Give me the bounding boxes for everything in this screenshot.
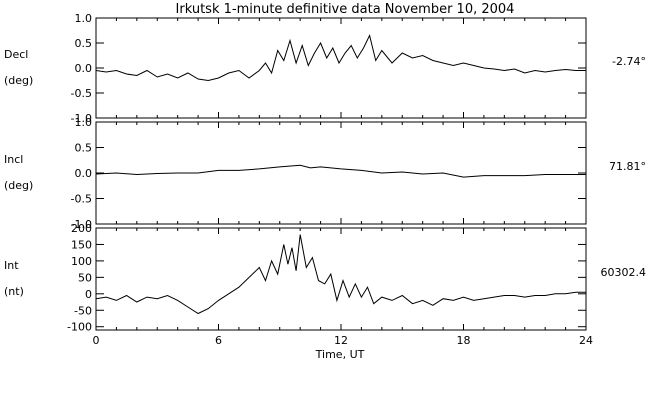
y-tick-label: -1.0	[71, 218, 92, 231]
y-tick-label: -0.5	[71, 193, 92, 206]
x-tick-label: 0	[93, 334, 100, 347]
y-tick-label: 100	[71, 255, 92, 268]
panel-unit: (nt)	[4, 285, 24, 298]
panel-decl: 1.0 0.5 0.0 -0.5 -1.0 Decl (deg) -2.74°	[4, 12, 646, 125]
chart-title: Irkutsk 1-minute definitive data Novembe…	[176, 2, 515, 17]
panel-frame	[95, 17, 587, 119]
x-tick-label: 24	[579, 334, 593, 347]
x-tick-label: 6	[215, 334, 222, 347]
y-tick-label: -1.0	[71, 112, 92, 125]
y-tick-label: 200	[71, 222, 92, 235]
panel-unit: (deg)	[4, 74, 33, 87]
series-line-incl	[95, 164, 586, 178]
panel-unit: (deg)	[4, 179, 33, 192]
series-line-int	[95, 234, 586, 315]
x-axis: 0 6 12 18 24	[93, 334, 594, 347]
y-tick-label: -50	[74, 304, 92, 317]
panel-label: Incl	[4, 153, 23, 166]
y-tick-label: 150	[71, 238, 92, 251]
chart-panels: 1.0 0.5 0.0 -0.5 -1.0 Decl (deg) -2.74° 1.0 0.5 0.…	[4, 12, 646, 334]
y-tick-label: -100	[67, 321, 92, 334]
panel-label: Int	[4, 259, 19, 272]
x-axis-label: Time, UT	[315, 348, 365, 361]
y-tick-label: 0.0	[75, 62, 93, 75]
y-tick-label: 50	[78, 271, 92, 284]
y-tick-label: -0.5	[71, 87, 92, 100]
panel-incl: 1.0 0.5 0.0 -0.5 -1.0 Incl (deg) 71.81°	[4, 116, 646, 231]
panel-label: Decl	[4, 48, 28, 61]
panel-baseline-value: 60302.4	[601, 266, 647, 279]
y-tick-label: 0.5	[75, 142, 93, 155]
x-tick-label: 18	[457, 334, 471, 347]
panel-int: 200 150 100 50 0 -50 -100 Int (nt) 60302.4	[4, 222, 646, 334]
y-tick-label: 1.0	[75, 12, 93, 25]
panel-baseline-value: 71.81°	[609, 160, 646, 173]
y-tick-label: 0	[85, 288, 92, 301]
series-line-decl	[95, 34, 586, 82]
x-tick-label: 12	[334, 334, 348, 347]
y-tick-label: 0.5	[75, 37, 93, 50]
panel-frame	[95, 227, 587, 331]
panel-baseline-value: -2.74°	[612, 55, 646, 68]
y-tick-label: 0.0	[75, 167, 93, 180]
y-tick-label: 1.0	[75, 116, 93, 129]
